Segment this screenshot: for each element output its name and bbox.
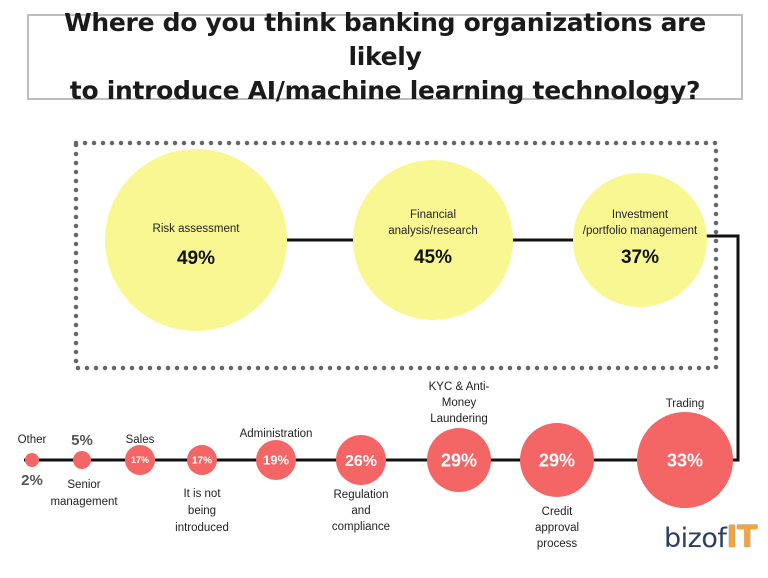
- bubble-bottom-1: [25, 453, 39, 467]
- bubble-top-2: [353, 160, 513, 320]
- bubble-top-1-label: Risk assessment: [153, 223, 241, 235]
- bubble-bottom-7-label: Money: [442, 397, 477, 409]
- bubble-top-3-label: Investment: [612, 209, 669, 221]
- bubble-bottom-8-value: 29%: [539, 450, 575, 470]
- bubble-bottom-6-label: Regulation: [334, 489, 389, 501]
- bubble-bottom-3-label: Sales: [126, 434, 155, 446]
- bubble-bottom-3-value: 17%: [131, 455, 149, 465]
- bubble-top-1-value: 49%: [177, 248, 215, 269]
- bubble-bottom-1-label: Other: [18, 434, 47, 446]
- bubble-bottom-2-label: Senior: [67, 479, 100, 491]
- chart-title-line-1: Where do you think banking organizations…: [64, 8, 706, 71]
- bubble-bottom-8-label: process: [537, 538, 578, 550]
- bubble-bottom-9-label: Trading: [666, 398, 705, 410]
- bubble-top-3-value: 37%: [621, 247, 659, 268]
- bubble-bottom-5-label: Administration: [240, 428, 313, 440]
- bubble-bottom-9: [637, 412, 733, 508]
- bubble-bottom-6-label: and: [351, 505, 370, 517]
- bubble-bottom-4-label: introduced: [175, 522, 229, 534]
- bubble-bottom-4-label: It is not: [183, 488, 221, 500]
- brand-logo-part-2: IT: [726, 520, 757, 555]
- bubble-top-2-label: Financial: [410, 209, 456, 221]
- bubble-top-3-label: /portfolio management: [583, 225, 698, 237]
- bubble-bottom-4-label: being: [188, 505, 216, 517]
- bubble-bottom-5-value: 19%: [263, 453, 289, 468]
- bubble-bottom-8-label: approval: [535, 522, 579, 534]
- bubble-bottom-2-value: 5%: [71, 432, 93, 449]
- bubble-bottom-5: [256, 440, 296, 480]
- bubble-bottom-6-value: 26%: [345, 453, 377, 470]
- bubble-bottom-7: [427, 428, 491, 492]
- bubble-bottom-2-label: management: [50, 496, 118, 508]
- bubble-bottom-1-value: 2%: [21, 472, 43, 489]
- bubble-top-2-label: analysis/research: [388, 225, 477, 237]
- bubble-bottom-8-label: Credit: [542, 506, 573, 518]
- bubble-bottom-6: [336, 435, 386, 485]
- bubble-bottom-4: [187, 445, 217, 475]
- bubble-bottom-7-label: KYC & Anti-: [429, 381, 490, 393]
- bubble-bottom-6-label: compliance: [332, 521, 390, 533]
- bubble-bottom-8: [520, 423, 594, 497]
- bubble-bottom-4-value: 17%: [192, 456, 212, 467]
- bubble-top-3: [573, 173, 707, 307]
- chart-title: Where do you think banking organizations…: [27, 8, 743, 105]
- bubble-bottom-7-value: 29%: [441, 450, 477, 470]
- brand-logo: bizofIT: [664, 520, 757, 560]
- bubble-top-1: [105, 149, 287, 331]
- chart-title-line-2: to introduce AI/machine learning technol…: [69, 76, 701, 105]
- bubble-top-2-value: 45%: [414, 247, 452, 268]
- bubble-bottom-2: [73, 451, 91, 469]
- bubble-bottom-3: [125, 445, 155, 475]
- bubble-bottom-9-value: 33%: [667, 450, 703, 470]
- brand-logo-part-1: bizof: [664, 523, 727, 554]
- bubble-bottom-7-label: Laundering: [430, 413, 488, 425]
